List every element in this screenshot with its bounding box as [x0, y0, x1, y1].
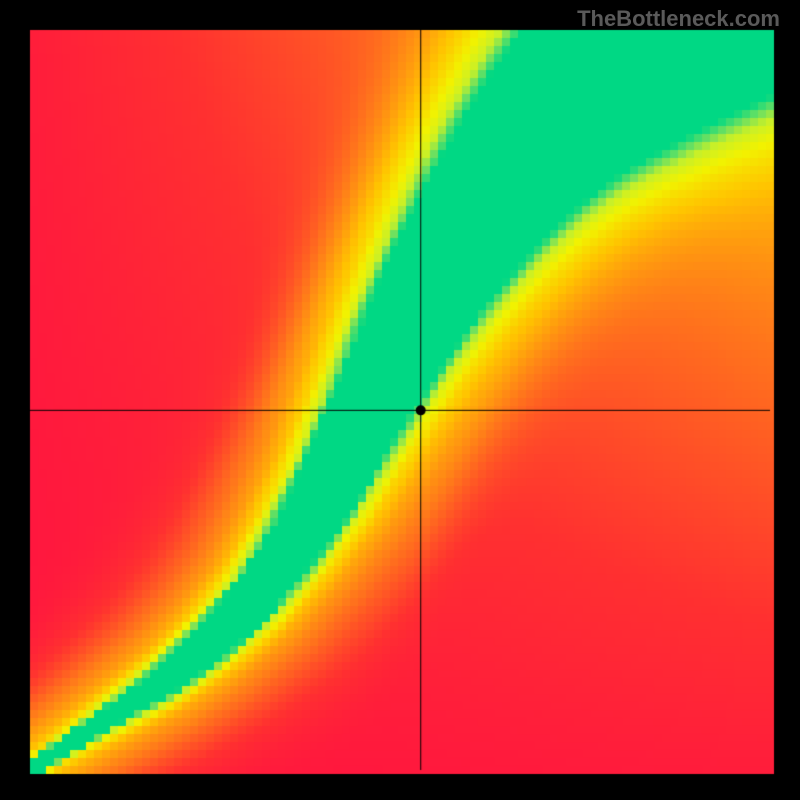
heatmap-canvas	[0, 0, 800, 800]
chart-container: TheBottleneck.com	[0, 0, 800, 800]
